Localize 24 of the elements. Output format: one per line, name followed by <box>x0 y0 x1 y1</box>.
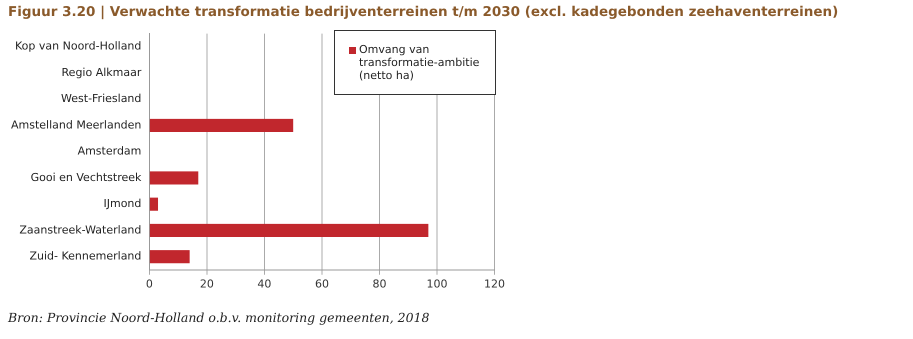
bar <box>150 224 428 237</box>
x-tick-label: 20 <box>200 277 214 290</box>
bar <box>150 118 294 132</box>
bar <box>150 250 190 264</box>
x-tick-label: 60 <box>314 277 329 290</box>
y-tick-label: Kop van Noord-Holland <box>15 40 142 53</box>
chart-title: Figuur 3.20 | Verwachte transformatie bedrijventerreinen t/m 2030 (excl. kadegebonden zeehaventerreinen) <box>8 4 840 20</box>
y-tick-label: West-Friesland <box>61 92 142 106</box>
x-tick-label: 0 <box>146 277 153 290</box>
text: Bron: Provincie Noord-Holland o.b.v. monitoring gemeenten, 2018 <box>8 310 430 325</box>
y-tick-label: Gooi en Vechtstreek <box>30 170 142 184</box>
x-tick-label: 40 <box>257 277 272 290</box>
x-tick-label: 120 <box>484 277 505 290</box>
y-tick-label: Amstelland Meerlanden <box>10 118 142 132</box>
y-tick-label: Amsterdam <box>78 144 142 158</box>
bar <box>150 171 198 185</box>
y-tick-label: Regio Alkmaar <box>62 66 142 79</box>
x-tick-label: 100 <box>426 277 448 290</box>
bar <box>150 198 158 211</box>
y-tick-label: IJmond <box>104 197 142 210</box>
x-tick-label: 80 <box>372 277 386 290</box>
y-tick-label: Zuid- Kennemerland <box>29 250 142 263</box>
legend-label: Omvang van transformatie-ambitie (netto ha) <box>359 43 480 82</box>
y-tick-label: Zaanstreek-Waterland <box>19 223 142 236</box>
